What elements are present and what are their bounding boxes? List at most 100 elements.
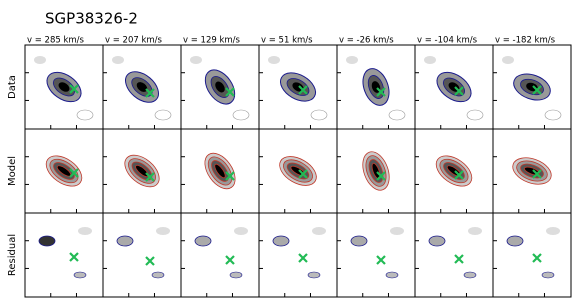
panel-frame [493, 213, 571, 297]
noise-blob [468, 227, 482, 235]
panel [180, 128, 260, 214]
noise-blob [234, 227, 248, 235]
row-label: Model [7, 156, 18, 186]
panel-frame [337, 213, 415, 297]
panel-frame [259, 213, 337, 297]
position-marker [376, 87, 386, 97]
noise-blob [268, 56, 280, 64]
noise-contour [466, 109, 484, 121]
position-marker [454, 86, 464, 96]
noise-contour [310, 109, 328, 121]
position-marker [145, 256, 155, 266]
source-core [215, 81, 225, 93]
noise-contour [76, 109, 94, 121]
noise-blob [346, 56, 358, 64]
residual-blob [73, 271, 87, 279]
position-marker [145, 88, 155, 98]
panel-border [492, 212, 572, 298]
panel-frame [415, 213, 493, 297]
panel [102, 128, 182, 214]
panel [258, 212, 338, 298]
velocity-label: v = 129 km/s [183, 36, 241, 46]
model-contour [214, 163, 226, 179]
position-marker [298, 85, 308, 95]
velocity-label: v = 207 km/s [105, 36, 163, 46]
noise-blob [390, 227, 404, 235]
noise-contour [232, 109, 250, 121]
residual-blob [463, 271, 477, 279]
panel [258, 44, 338, 130]
residual-blob [272, 235, 290, 247]
velocity-label: v = -182 km/s [495, 36, 556, 46]
residual-blob [385, 271, 399, 279]
residual-blob [194, 235, 212, 247]
position-marker [225, 87, 235, 97]
residual-blob [350, 235, 368, 247]
position-marker [298, 253, 308, 263]
noise-blob [78, 227, 92, 235]
velocity-label: v = -26 km/s [339, 36, 394, 46]
panel [414, 128, 494, 214]
position-marker [69, 84, 79, 94]
row-label: Residual [7, 234, 18, 276]
panel [492, 44, 572, 130]
residual-blob [151, 271, 165, 279]
residual-blob [116, 235, 134, 247]
residual-blob [229, 271, 243, 279]
position-marker [298, 169, 308, 179]
panel [492, 212, 572, 298]
residual-blob [38, 235, 56, 247]
row-label: Data [7, 75, 18, 99]
panel [24, 212, 104, 298]
source-core [58, 82, 70, 92]
panel [180, 212, 260, 298]
position-marker [145, 172, 155, 182]
panel [258, 128, 338, 214]
residual-blob [506, 235, 524, 247]
position-marker [532, 253, 542, 263]
position-marker [532, 169, 542, 179]
position-marker [376, 171, 386, 181]
noise-blob [502, 56, 514, 64]
panel [24, 44, 104, 130]
panel [102, 212, 182, 298]
noise-blob [190, 56, 202, 64]
position-marker [225, 171, 235, 181]
velocity-label: v = -104 km/s [417, 36, 478, 46]
noise-blob [156, 227, 170, 235]
noise-contour [544, 109, 562, 121]
noise-contour [154, 109, 172, 121]
position-marker [69, 168, 79, 178]
panel [336, 44, 416, 130]
position-marker [69, 252, 79, 262]
position-marker [454, 254, 464, 264]
position-marker [454, 170, 464, 180]
panel [180, 44, 260, 130]
residual-blob [428, 235, 446, 247]
noise-blob [112, 56, 124, 64]
figure-title: SGP38326-2 [45, 10, 138, 28]
velocity-label: v = 51 km/s [261, 36, 313, 46]
panel-frame [103, 213, 181, 297]
noise-blob [424, 56, 436, 64]
panel [336, 128, 416, 214]
noise-contour [388, 109, 406, 121]
panel [102, 44, 182, 130]
noise-blob [312, 227, 326, 235]
position-marker [225, 255, 235, 265]
source-core [136, 82, 148, 92]
residual-blob [541, 271, 555, 279]
panel [336, 212, 416, 298]
panel-frame [25, 213, 103, 297]
velocity-label: v = 285 km/s [27, 36, 85, 46]
noise-blob [546, 227, 560, 235]
position-marker [532, 85, 542, 95]
panel [492, 128, 572, 214]
panel [414, 44, 494, 130]
panel-frame [181, 213, 259, 297]
panel [414, 212, 494, 298]
position-marker [376, 255, 386, 265]
residual-blob [307, 271, 321, 279]
noise-blob [34, 56, 46, 64]
